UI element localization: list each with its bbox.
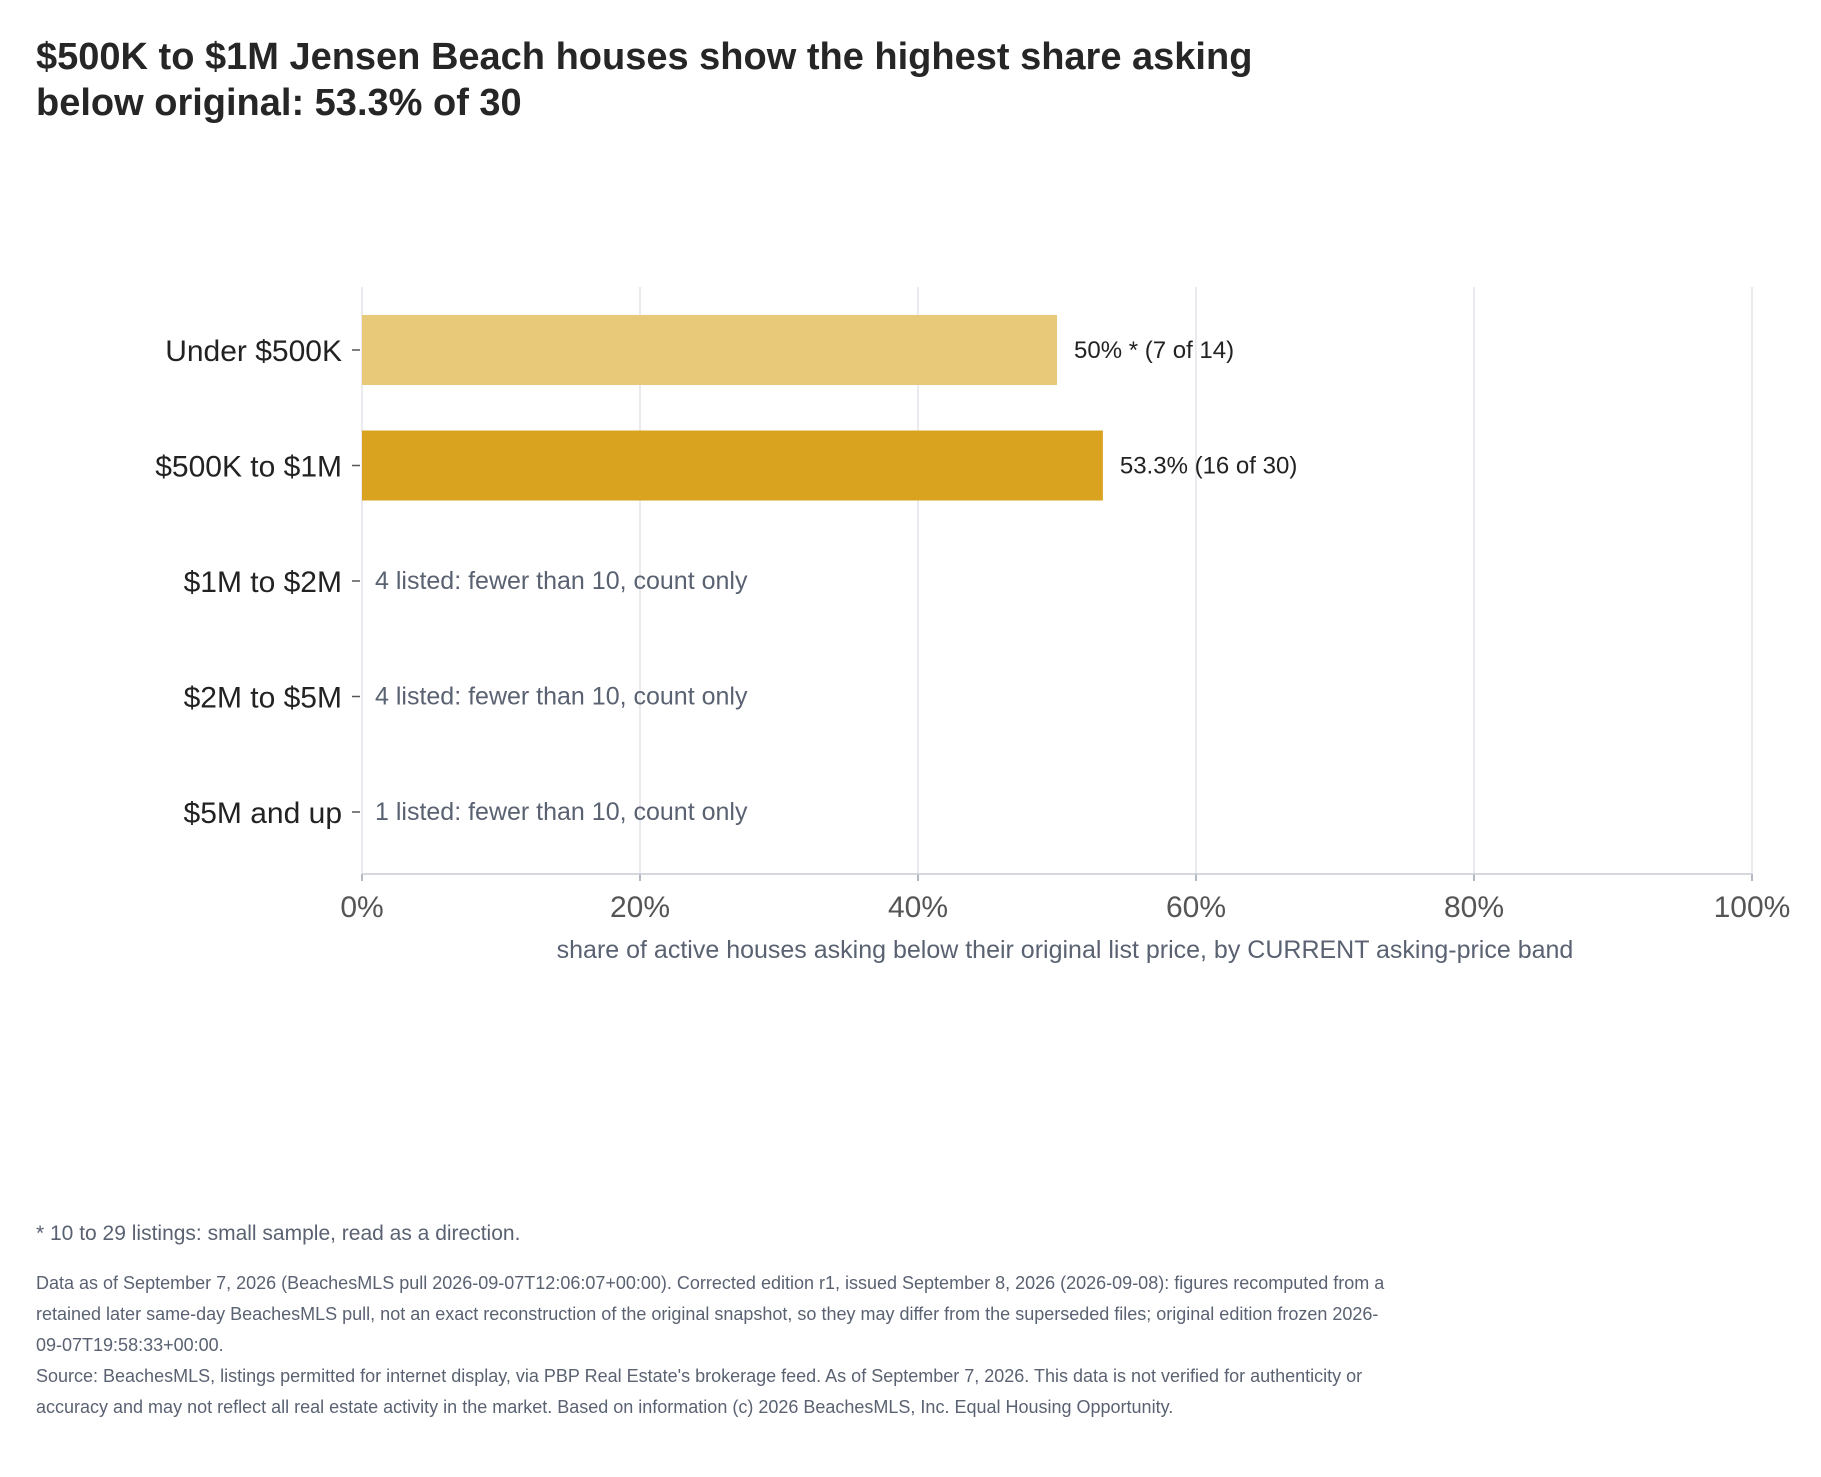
count-only-label: 4 listed: fewer than 10, count only — [375, 567, 748, 595]
x-tick-label: 20% — [610, 891, 670, 924]
x-axis-label: share of active houses asking below thei… — [557, 936, 1574, 964]
x-tick-label: 80% — [1444, 891, 1504, 924]
data-note: Data as of September 7, 2026 (BeachesMLS… — [36, 1273, 1385, 1355]
x-tick-label: 100% — [1714, 891, 1791, 924]
bar — [362, 315, 1057, 385]
chart-title: $500K to $1M Jensen Beach houses show th… — [36, 36, 1253, 124]
data-label: 53.3% (16 of 30) — [1120, 453, 1297, 480]
source-notes: Data as of September 7, 2026 (BeachesMLS… — [36, 1268, 1396, 1423]
count-only-label: 4 listed: fewer than 10, count only — [375, 683, 748, 711]
bar — [362, 430, 1103, 501]
x-tick-label: 40% — [888, 891, 948, 924]
bars: 50% * (7 of 14) 53.3% (16 of 30) 4 listed:… — [362, 315, 1297, 826]
y-axis: Under $500K $500K to $1M $1M to $2M $2M to … — [155, 335, 360, 830]
source-note: Source: BeachesMLS, listings permitted f… — [36, 1366, 1363, 1417]
x-axis: 0% 20% 40% 60% 80% 100% — [340, 873, 1791, 924]
y-tick-label: $500K to $1M — [155, 451, 342, 484]
footnote: * 10 to 29 listings: small sample, read … — [36, 1222, 521, 1245]
y-tick-label: $1M to $2M — [184, 566, 342, 599]
y-tick-label: Under $500K — [165, 335, 342, 368]
y-tick-label: $5M and up — [184, 797, 342, 830]
bar-chart: 50% * (7 of 14) 53.3% (16 of 30) 4 listed:… — [155, 287, 1791, 964]
count-only-label: 1 listed: fewer than 10, count only — [375, 798, 748, 826]
data-label: 50% * (7 of 14) — [1074, 337, 1234, 364]
x-tick-label: 0% — [340, 891, 383, 924]
y-tick-label: $2M to $5M — [184, 682, 342, 715]
x-tick-label: 60% — [1166, 891, 1226, 924]
